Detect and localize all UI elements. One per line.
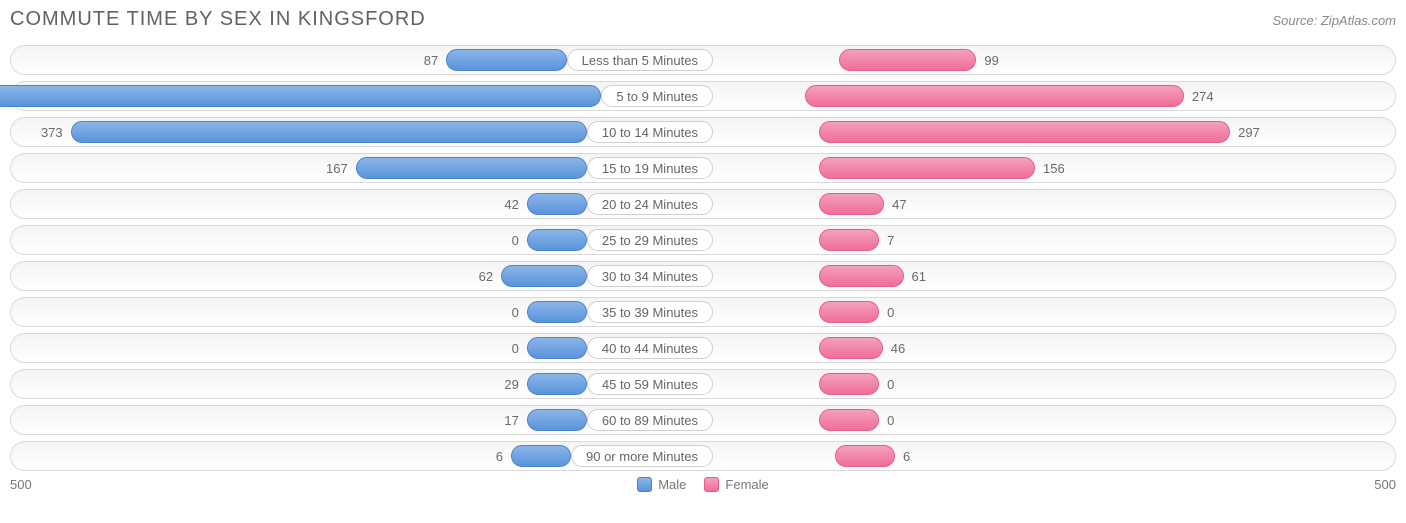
female-bar <box>819 265 903 287</box>
female-value: 7 <box>879 233 902 248</box>
legend-item-male: Male <box>637 477 686 492</box>
male-value: 62 <box>471 269 501 284</box>
male-value: 17 <box>496 413 526 428</box>
female-bar <box>835 445 895 467</box>
female-value: 297 <box>1230 125 1268 140</box>
male-bar <box>356 157 587 179</box>
chart-row: 1760 to 89 Minutes60 to 89 Minutes0 <box>10 405 1396 435</box>
male-value: 87 <box>416 53 446 68</box>
male-swatch-icon <box>637 477 652 492</box>
male-value: 0 <box>504 341 527 356</box>
female-bar <box>819 229 879 251</box>
female-value: 0 <box>879 305 902 320</box>
chart-row: 035 to 39 Minutes35 to 39 Minutes0 <box>10 297 1396 327</box>
female-bar <box>819 373 879 395</box>
male-bar <box>527 373 587 395</box>
chart-row: 87Less than 5 MinutesLess than 5 Minutes… <box>10 45 1396 75</box>
male-value: 42 <box>496 197 526 212</box>
female-bar <box>805 85 1184 107</box>
male-bar <box>501 265 587 287</box>
chart-row: 37310 to 14 Minutes10 to 14 Minutes297 <box>10 117 1396 147</box>
female-value: 46 <box>883 341 913 356</box>
female-bar <box>819 193 884 215</box>
male-bar <box>0 85 601 107</box>
male-value: 29 <box>496 377 526 392</box>
male-bar <box>527 301 587 323</box>
chart-row: 6230 to 34 Minutes30 to 34 Minutes61 <box>10 261 1396 291</box>
male-bar <box>527 409 587 431</box>
female-bar <box>819 157 1035 179</box>
diverging-bar-chart: 87Less than 5 MinutesLess than 5 Minutes… <box>10 45 1396 471</box>
female-bar <box>819 301 879 323</box>
category-label: 45 to 59 Minutes <box>587 373 713 395</box>
male-value: 0 <box>504 305 527 320</box>
legend-item-female: Female <box>704 477 768 492</box>
category-label: 10 to 14 Minutes <box>587 121 713 143</box>
chart-row: 025 to 29 Minutes25 to 29 Minutes7 <box>10 225 1396 255</box>
female-value: 156 <box>1035 161 1073 176</box>
category-label: 30 to 34 Minutes <box>587 265 713 287</box>
chart-title: COMMUTE TIME BY SEX IN KINGSFORD <box>10 8 426 31</box>
legend-label: Female <box>725 477 768 492</box>
male-bar <box>446 49 566 71</box>
legend: Male Female <box>70 477 1336 492</box>
male-bar <box>511 445 571 467</box>
female-bar <box>839 49 976 71</box>
female-value: 6 <box>895 449 918 464</box>
female-value: 0 <box>879 413 902 428</box>
chart-row: 16715 to 19 Minutes15 to 19 Minutes156 <box>10 153 1396 183</box>
chart-source: Source: ZipAtlas.com <box>1272 13 1396 28</box>
male-value: 0 <box>504 233 527 248</box>
female-value: 0 <box>879 377 902 392</box>
female-value: 47 <box>884 197 914 212</box>
female-bar <box>819 409 879 431</box>
chart-row: 4585 to 9 Minutes5 to 9 Minutes274 <box>10 81 1396 111</box>
axis-max-right: 500 <box>1336 477 1396 492</box>
category-label: 15 to 19 Minutes <box>587 157 713 179</box>
category-label: 90 or more Minutes <box>571 445 713 467</box>
category-label: 20 to 24 Minutes <box>587 193 713 215</box>
chart-row: 040 to 44 Minutes40 to 44 Minutes46 <box>10 333 1396 363</box>
female-bar <box>819 121 1230 143</box>
legend-label: Male <box>658 477 686 492</box>
chart-row: 2945 to 59 Minutes45 to 59 Minutes0 <box>10 369 1396 399</box>
female-bar <box>819 337 883 359</box>
category-label: 5 to 9 Minutes <box>601 85 713 107</box>
chart-row: 4220 to 24 Minutes20 to 24 Minutes47 <box>10 189 1396 219</box>
axis-max-left: 500 <box>10 477 70 492</box>
female-value: 61 <box>904 269 934 284</box>
category-label: 25 to 29 Minutes <box>587 229 713 251</box>
category-label: Less than 5 Minutes <box>567 49 713 71</box>
female-swatch-icon <box>704 477 719 492</box>
chart-row: 690 or more Minutes90 or more Minutes6 <box>10 441 1396 471</box>
male-value: 373 <box>33 125 71 140</box>
male-bar <box>527 229 587 251</box>
category-label: 35 to 39 Minutes <box>587 301 713 323</box>
female-value: 274 <box>1184 89 1222 104</box>
female-value: 99 <box>976 53 1006 68</box>
category-label: 40 to 44 Minutes <box>587 337 713 359</box>
male-bar <box>527 193 587 215</box>
category-label: 60 to 89 Minutes <box>587 409 713 431</box>
male-bar <box>71 121 587 143</box>
male-bar <box>527 337 587 359</box>
male-value: 6 <box>488 449 511 464</box>
male-value: 167 <box>318 161 356 176</box>
